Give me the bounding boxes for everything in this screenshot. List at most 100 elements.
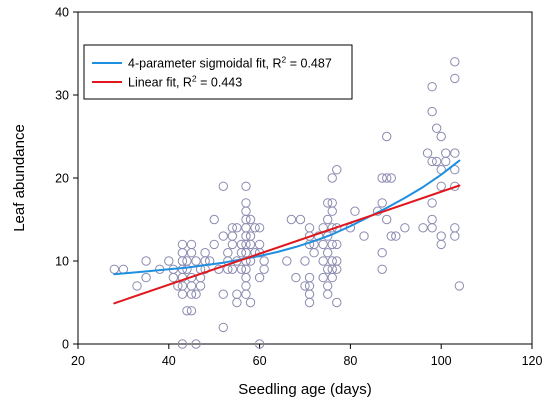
data-point — [186, 281, 197, 291]
data-point — [177, 248, 188, 258]
data-point — [182, 256, 192, 266]
data-point — [300, 281, 310, 291]
data-point — [241, 272, 251, 283]
data-point — [350, 206, 360, 216]
data-point — [286, 214, 297, 225]
data-point — [436, 131, 446, 142]
data-point — [295, 214, 306, 225]
data-point — [186, 306, 197, 316]
axes: 20 40 60 80 100 120 0 10 20 30 40 — [55, 6, 542, 369]
data-point — [323, 281, 333, 291]
data-point — [332, 239, 342, 250]
data-point — [241, 206, 251, 216]
data-point — [441, 156, 451, 167]
data-point — [386, 173, 396, 183]
data-point — [382, 173, 392, 183]
y-tick-label: 30 — [55, 89, 69, 103]
legend-entry: Linear fit, R2 = 0.443 — [128, 74, 242, 90]
data-point — [191, 289, 201, 299]
data-point — [323, 231, 333, 241]
data-point — [254, 223, 265, 233]
y-tick-label: 0 — [62, 338, 69, 352]
data-point — [427, 156, 437, 167]
data-point — [241, 198, 251, 208]
data-point — [304, 272, 315, 283]
data-point — [241, 281, 251, 291]
data-point — [318, 272, 328, 283]
data-point — [327, 173, 337, 183]
y-axis-title: Leaf abundance — [11, 124, 28, 232]
data-point — [332, 297, 342, 308]
data-point — [245, 297, 256, 308]
data-point — [377, 198, 387, 208]
data-point — [218, 322, 228, 333]
data-point — [377, 173, 387, 183]
data-point — [450, 148, 460, 158]
data-point — [418, 223, 428, 233]
legend-superscript: 2 — [192, 74, 197, 84]
data-point — [241, 181, 251, 192]
data-point — [450, 231, 460, 241]
data-point — [323, 198, 333, 208]
data-point — [323, 289, 333, 299]
data-point — [186, 239, 197, 250]
data-point — [250, 223, 260, 233]
data-point — [318, 239, 328, 250]
data-point — [450, 165, 460, 175]
data-point — [236, 239, 247, 250]
data-point — [195, 281, 206, 291]
legend-value: = 0.443 — [197, 76, 243, 90]
legend-label: 4-parameter sigmoidal fit, R — [128, 57, 282, 71]
y-tick-label: 40 — [55, 6, 69, 20]
data-point — [282, 256, 292, 266]
data-point — [259, 264, 269, 274]
x-tick-label: 60 — [253, 354, 267, 368]
y-tick-label: 20 — [55, 172, 69, 186]
x-tick-label: 40 — [162, 354, 176, 368]
data-point — [132, 281, 142, 291]
data-point — [254, 339, 265, 349]
data-point — [141, 272, 151, 283]
y-tick-label: 10 — [55, 255, 69, 269]
data-point — [436, 239, 446, 250]
x-axis-title: Seedling age (days) — [238, 381, 371, 398]
data-point — [323, 248, 333, 258]
data-point — [309, 248, 319, 258]
data-point — [245, 214, 256, 225]
data-point — [431, 156, 442, 167]
data-point — [382, 214, 392, 225]
data-point — [304, 289, 315, 299]
x-tick-label: 100 — [431, 354, 452, 368]
data-point — [300, 256, 310, 266]
data-point — [332, 264, 342, 274]
data-point — [191, 339, 201, 349]
data-point — [323, 214, 333, 225]
data-point — [223, 248, 233, 258]
data-point — [182, 306, 192, 316]
legend-superscript: 2 — [282, 55, 287, 65]
data-point — [209, 239, 219, 250]
data-point — [177, 289, 188, 299]
x-tick-label: 20 — [71, 354, 85, 368]
data-point — [377, 248, 387, 258]
data-point — [386, 231, 396, 241]
data-point — [227, 239, 238, 250]
data-point — [218, 181, 228, 192]
data-point — [245, 239, 256, 250]
data-point — [377, 264, 387, 274]
data-point — [359, 231, 369, 241]
data-point — [427, 82, 437, 92]
data-point — [241, 289, 251, 299]
data-point — [318, 256, 328, 266]
data-point — [427, 214, 437, 225]
data-point — [327, 206, 337, 216]
data-point — [450, 73, 460, 84]
data-point — [427, 223, 437, 233]
data-point — [450, 57, 460, 67]
data-point — [186, 248, 197, 258]
data-point — [304, 297, 315, 308]
data-point — [254, 239, 265, 250]
data-point — [304, 223, 315, 233]
